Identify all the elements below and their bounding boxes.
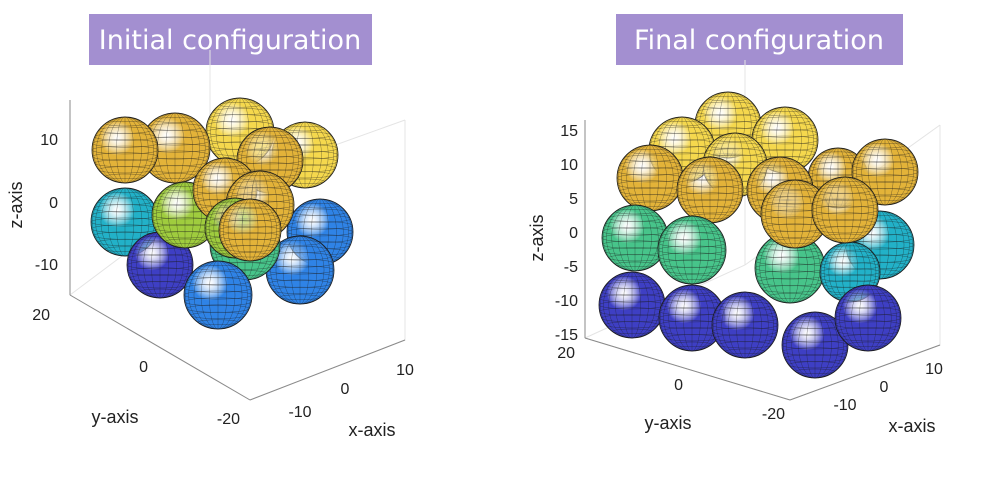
sphere-initial-15	[183, 260, 253, 330]
spheres-initial	[90, 97, 354, 330]
z-tick-initial-1: 10	[40, 132, 58, 149]
y-axis-label-initial: y-axis	[91, 407, 138, 427]
y-tick-initial-3: -20	[217, 411, 240, 428]
sphere-final-19	[834, 284, 902, 352]
sphere-final-10	[601, 204, 669, 272]
x-tick-final-1: -10	[833, 397, 856, 414]
x-axis-label-initial: x-axis	[348, 420, 395, 440]
panel-initial: Initial configuration 10 0 -10 z-axis 20…	[6, 14, 414, 440]
panel-title-final: Final configuration	[634, 25, 884, 56]
y-tick-final-1: 20	[557, 345, 575, 362]
x-tick-final-2: 0	[880, 379, 889, 396]
x-tick-initial-1: -10	[288, 404, 311, 421]
title-box-initial	[89, 14, 372, 65]
sphere-final-15	[598, 271, 666, 339]
sphere-final-12	[754, 232, 826, 304]
sphere-final-16	[658, 284, 726, 352]
z-tick-final-2: 10	[560, 157, 578, 174]
sphere-final-17	[711, 291, 779, 359]
z-tick-final-4: 0	[569, 225, 578, 242]
panel-final: Final configuration 15 10 5 0 -5 -10 -15…	[527, 14, 943, 436]
x-tick-final-3: 10	[925, 361, 943, 378]
z-axis-label-initial: z-axis	[6, 181, 26, 228]
z-tick-initial-3: -10	[35, 257, 58, 274]
sphere-initial-3	[91, 116, 159, 184]
sphere-final-8	[676, 156, 744, 224]
sphere-initial-16	[218, 198, 282, 262]
z-tick-final-5: -5	[564, 259, 578, 276]
sphere-final-7	[616, 144, 684, 212]
sphere-final-11	[657, 215, 727, 285]
panel-title-initial: Initial configuration	[99, 25, 361, 56]
y-tick-initial-2: 0	[139, 359, 148, 376]
z-tick-initial-2: 0	[49, 195, 58, 212]
y-tick-final-2: 0	[674, 377, 683, 394]
title-box-final	[616, 14, 903, 65]
z-tick-final-3: 5	[569, 191, 578, 208]
y-tick-initial-1: 20	[32, 307, 50, 324]
z-tick-final-1: 15	[560, 123, 578, 140]
y-tick-final-3: -20	[762, 406, 785, 423]
x-tick-initial-2: 0	[341, 381, 350, 398]
z-tick-final-7: -15	[555, 327, 578, 344]
x-tick-initial-3: 10	[396, 362, 414, 379]
sphere-final-21	[811, 176, 879, 244]
z-tick-final-6: -10	[555, 293, 578, 310]
z-axis-label-final: z-axis	[527, 214, 547, 261]
y-axis-label-final: y-axis	[644, 413, 691, 433]
x-axis-label-final: x-axis	[888, 416, 935, 436]
spheres-final	[598, 91, 919, 379]
sphere-final-18	[781, 311, 849, 379]
